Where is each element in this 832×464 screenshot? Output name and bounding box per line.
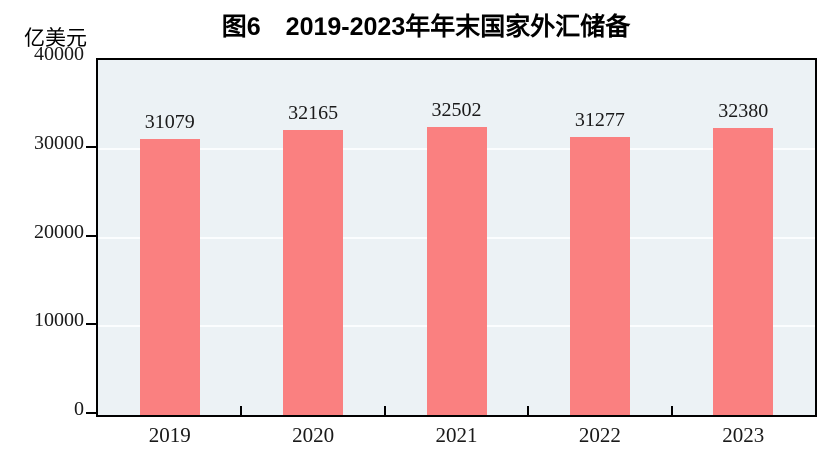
x-axis-label: 2021 [435,423,478,447]
bar-value-label: 32165 [288,101,339,124]
y-tick-label: 10000 [34,309,84,332]
x-tick-mark [240,406,243,415]
x-axis-label: 2019 [148,423,191,447]
x-tick-mark [670,406,673,415]
chart-title: 图6 2019-2023年年末国家外汇储备 [221,13,631,41]
bar-value-label: 32502 [431,98,482,121]
bar-value-label: 32380 [718,99,769,122]
y-tick-mark [86,323,96,326]
y-tick-label: 30000 [34,131,84,154]
x-axis-label: 2023 [722,423,765,447]
bar-value-label: 31079 [144,111,195,134]
y-tick-mark [86,145,96,148]
y-tick-label: 0 [74,398,84,420]
plot-area: 31079 32165 32502 31277 32380 [96,58,817,417]
bar [283,129,344,415]
bar [139,139,200,415]
bar-value-label: 31277 [574,109,625,132]
bar [569,137,630,415]
y-tick-label: 40000 [34,43,84,65]
bar [713,127,774,415]
y-tick-mark [86,412,96,414]
y-tick-mark [86,234,96,237]
x-axis-label: 2022 [578,423,621,447]
y-axis-unit-label: 亿美元 [24,26,87,50]
x-axis-label: 2020 [292,423,335,447]
bar [426,126,487,415]
y-tick-label: 20000 [34,220,84,243]
x-tick-mark [383,406,386,415]
x-tick-mark [527,406,530,415]
